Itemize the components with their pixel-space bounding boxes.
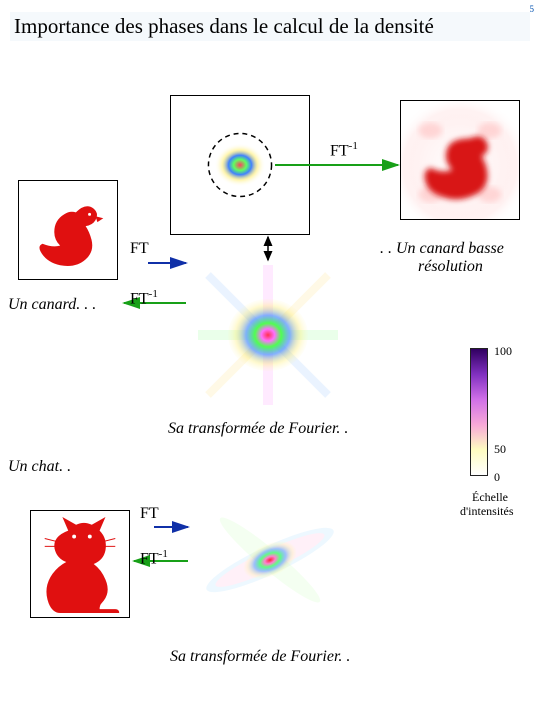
ft-mid-box	[188, 255, 348, 415]
slide-number: 5	[530, 4, 535, 14]
page-title: Importance des phases dans le calcul de …	[10, 12, 530, 41]
ft-inv-top-label: FT-1	[330, 140, 358, 160]
ft-label-duck: FT	[130, 240, 149, 258]
cat-box	[30, 510, 130, 618]
sa-transformee-2: Sa transformée de Fourier. .	[170, 648, 350, 666]
canard-basse-2: résolution	[418, 258, 483, 276]
ft-spectrum-mid	[188, 255, 348, 415]
echelle-2: d'intensités	[460, 504, 514, 519]
canard-basse-1: . . Un canard basse	[380, 240, 504, 258]
sa-transformee-1: Sa transformée de Fourier. .	[168, 420, 348, 438]
recon-duck	[401, 101, 519, 219]
colorbar-top: 100	[494, 344, 512, 359]
intensity-colorbar	[470, 348, 488, 476]
ft-top-box	[170, 95, 310, 235]
echelle-1: Échelle	[472, 490, 508, 505]
cat-icon	[31, 511, 129, 617]
recon-duck-box	[400, 100, 520, 220]
ft-spectrum-cat	[190, 480, 350, 640]
ft-inv-label-cat: FT-1	[140, 548, 168, 568]
colorbar-bot: 0	[494, 470, 500, 485]
un-canard-label: Un canard. . .	[8, 296, 96, 314]
duck-box	[18, 180, 118, 280]
ft-label-cat: FT	[140, 505, 159, 523]
duck-icon	[19, 181, 117, 279]
ft-inv-label-duck: FT-1	[130, 288, 158, 308]
colorbar-mid: 50	[494, 442, 506, 457]
un-chat-label: Un chat. .	[8, 458, 71, 476]
ft-cat-box	[190, 480, 350, 640]
ft-spectrum-top	[171, 96, 309, 234]
